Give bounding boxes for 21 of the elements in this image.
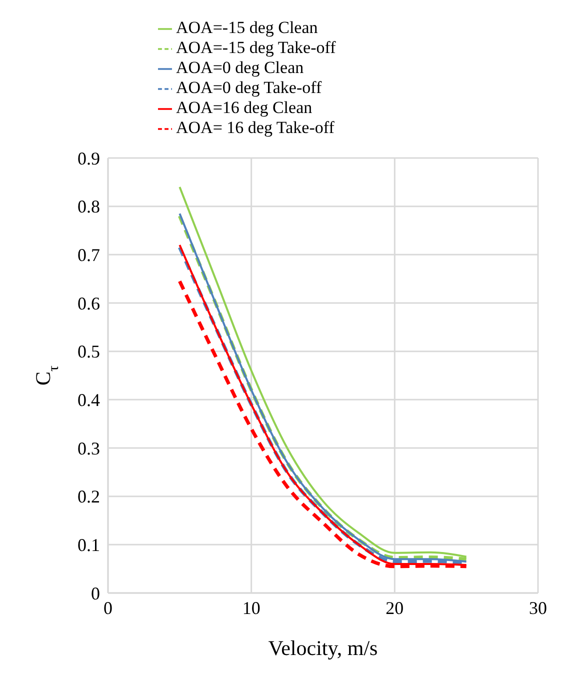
y-tick-label: 0: [91, 583, 100, 604]
y-tick-label: 0.3: [78, 438, 100, 458]
y-tick-label: 0.6: [78, 293, 100, 314]
legend-label: AOA=0 deg Clean: [176, 58, 304, 77]
y-tick-label: 0.4: [78, 390, 100, 410]
x-tick-label: 30: [529, 598, 547, 618]
y-tick-label: 0.5: [78, 342, 100, 362]
x-tick-label: 10: [242, 598, 260, 618]
x-axis-title: Velocity, m/s: [268, 636, 378, 660]
y-tick-label: 0.9: [78, 148, 100, 168]
legend-label: AOA=0 deg Take-off: [176, 78, 322, 97]
legend-label: AOA=-15 deg Clean: [176, 18, 318, 37]
legend-label: AOA=-15 deg Take-off: [176, 38, 336, 57]
legend-label: AOA= 16 deg Take-off: [176, 118, 334, 137]
x-tick-label: 20: [386, 598, 404, 618]
legend-label: AOA=16 deg Clean: [176, 98, 312, 117]
y-tick-label: 0.7: [78, 245, 100, 266]
x-tick-label: 0: [104, 598, 112, 618]
y-tick-label: 0.8: [78, 196, 100, 217]
y-tick-label: 0.2: [78, 486, 100, 507]
y-tick-label: 0.1: [78, 535, 100, 556]
